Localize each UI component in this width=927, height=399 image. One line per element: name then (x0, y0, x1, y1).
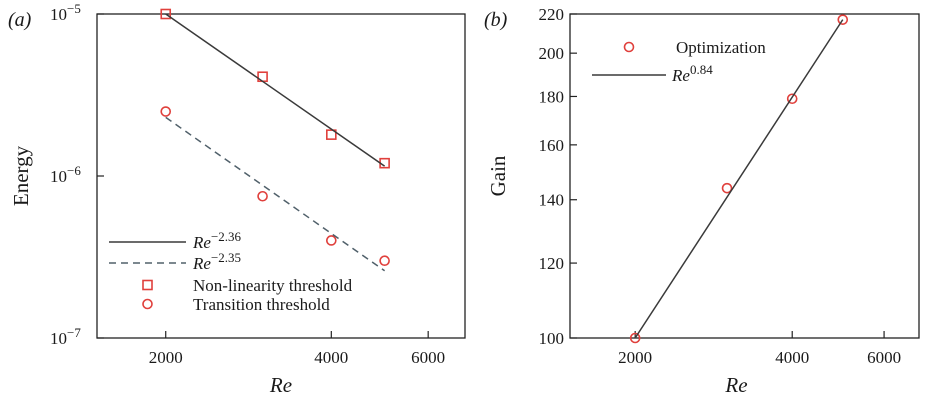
x-tick-label: 4000 (314, 348, 348, 367)
y-axis-label: Gain (486, 155, 510, 196)
dashed-fit-line (165, 116, 386, 272)
square-marker (160, 8, 172, 20)
y-tick-label: 100 (539, 329, 565, 348)
base-text: 10 (50, 5, 67, 24)
x-tick-label: 6000 (411, 348, 445, 367)
exponent-text: −5 (67, 1, 81, 16)
legend-circle-marker (623, 41, 635, 53)
circle-marker (629, 332, 641, 344)
exponent-text: −6 (67, 163, 81, 178)
y-tick-label: 10−7 (50, 325, 81, 348)
y-axis-label: Energy (9, 145, 33, 206)
plot-frame (569, 13, 920, 339)
legend-label: Non-linearity threshold (193, 276, 353, 295)
circle-marker (721, 182, 733, 194)
y-tick-label: 160 (539, 136, 565, 155)
x-axis-label: Re (724, 373, 747, 397)
legend-label: Re−2.36 (192, 229, 242, 252)
legend-circle-marker (142, 298, 153, 310)
y-tick-label: 10−5 (50, 1, 81, 24)
circle-marker (326, 235, 337, 246)
circle-marker (257, 190, 268, 202)
base-text: Re (192, 254, 211, 273)
circle-marker (786, 93, 798, 105)
exponent-text: −2.36 (211, 229, 242, 244)
circle-marker (837, 14, 849, 25)
circle-marker (160, 106, 172, 117)
base-text: 10 (50, 167, 67, 186)
solid-fit-line (634, 19, 844, 339)
legend-label: Re0.84 (671, 62, 713, 85)
x-tick-label: 2000 (618, 348, 652, 367)
panel-label: (a) (8, 9, 32, 31)
y-tick-label: 10−6 (50, 163, 81, 186)
legend-label: Re−2.35 (192, 250, 241, 273)
x-tick-label: 4000 (775, 348, 809, 367)
legend-square-marker (142, 279, 153, 291)
y-tick-label: 120 (539, 254, 565, 273)
square-marker (326, 129, 337, 140)
legend-label: Transition threshold (193, 295, 330, 314)
x-tick-label: 6000 (867, 348, 901, 367)
exponent-text: −7 (67, 325, 81, 340)
base-text: Re (192, 233, 211, 252)
base-text: Re (671, 66, 690, 85)
base-text: 10 (50, 329, 67, 348)
y-tick-label: 180 (539, 87, 565, 106)
y-tick-label: 140 (539, 191, 565, 210)
x-axis-label: Re (269, 373, 292, 397)
x-tick-label: 2000 (149, 348, 183, 367)
solid-fit-line (165, 13, 386, 167)
y-tick-label: 200 (539, 44, 565, 63)
exponent-text: −2.35 (211, 250, 241, 265)
exponent-text: 0.84 (690, 62, 713, 77)
y-tick-label: 220 (539, 5, 565, 24)
panel-label: (b) (484, 9, 508, 31)
legend-label: Optimization (676, 38, 766, 57)
circle-marker (379, 255, 390, 267)
